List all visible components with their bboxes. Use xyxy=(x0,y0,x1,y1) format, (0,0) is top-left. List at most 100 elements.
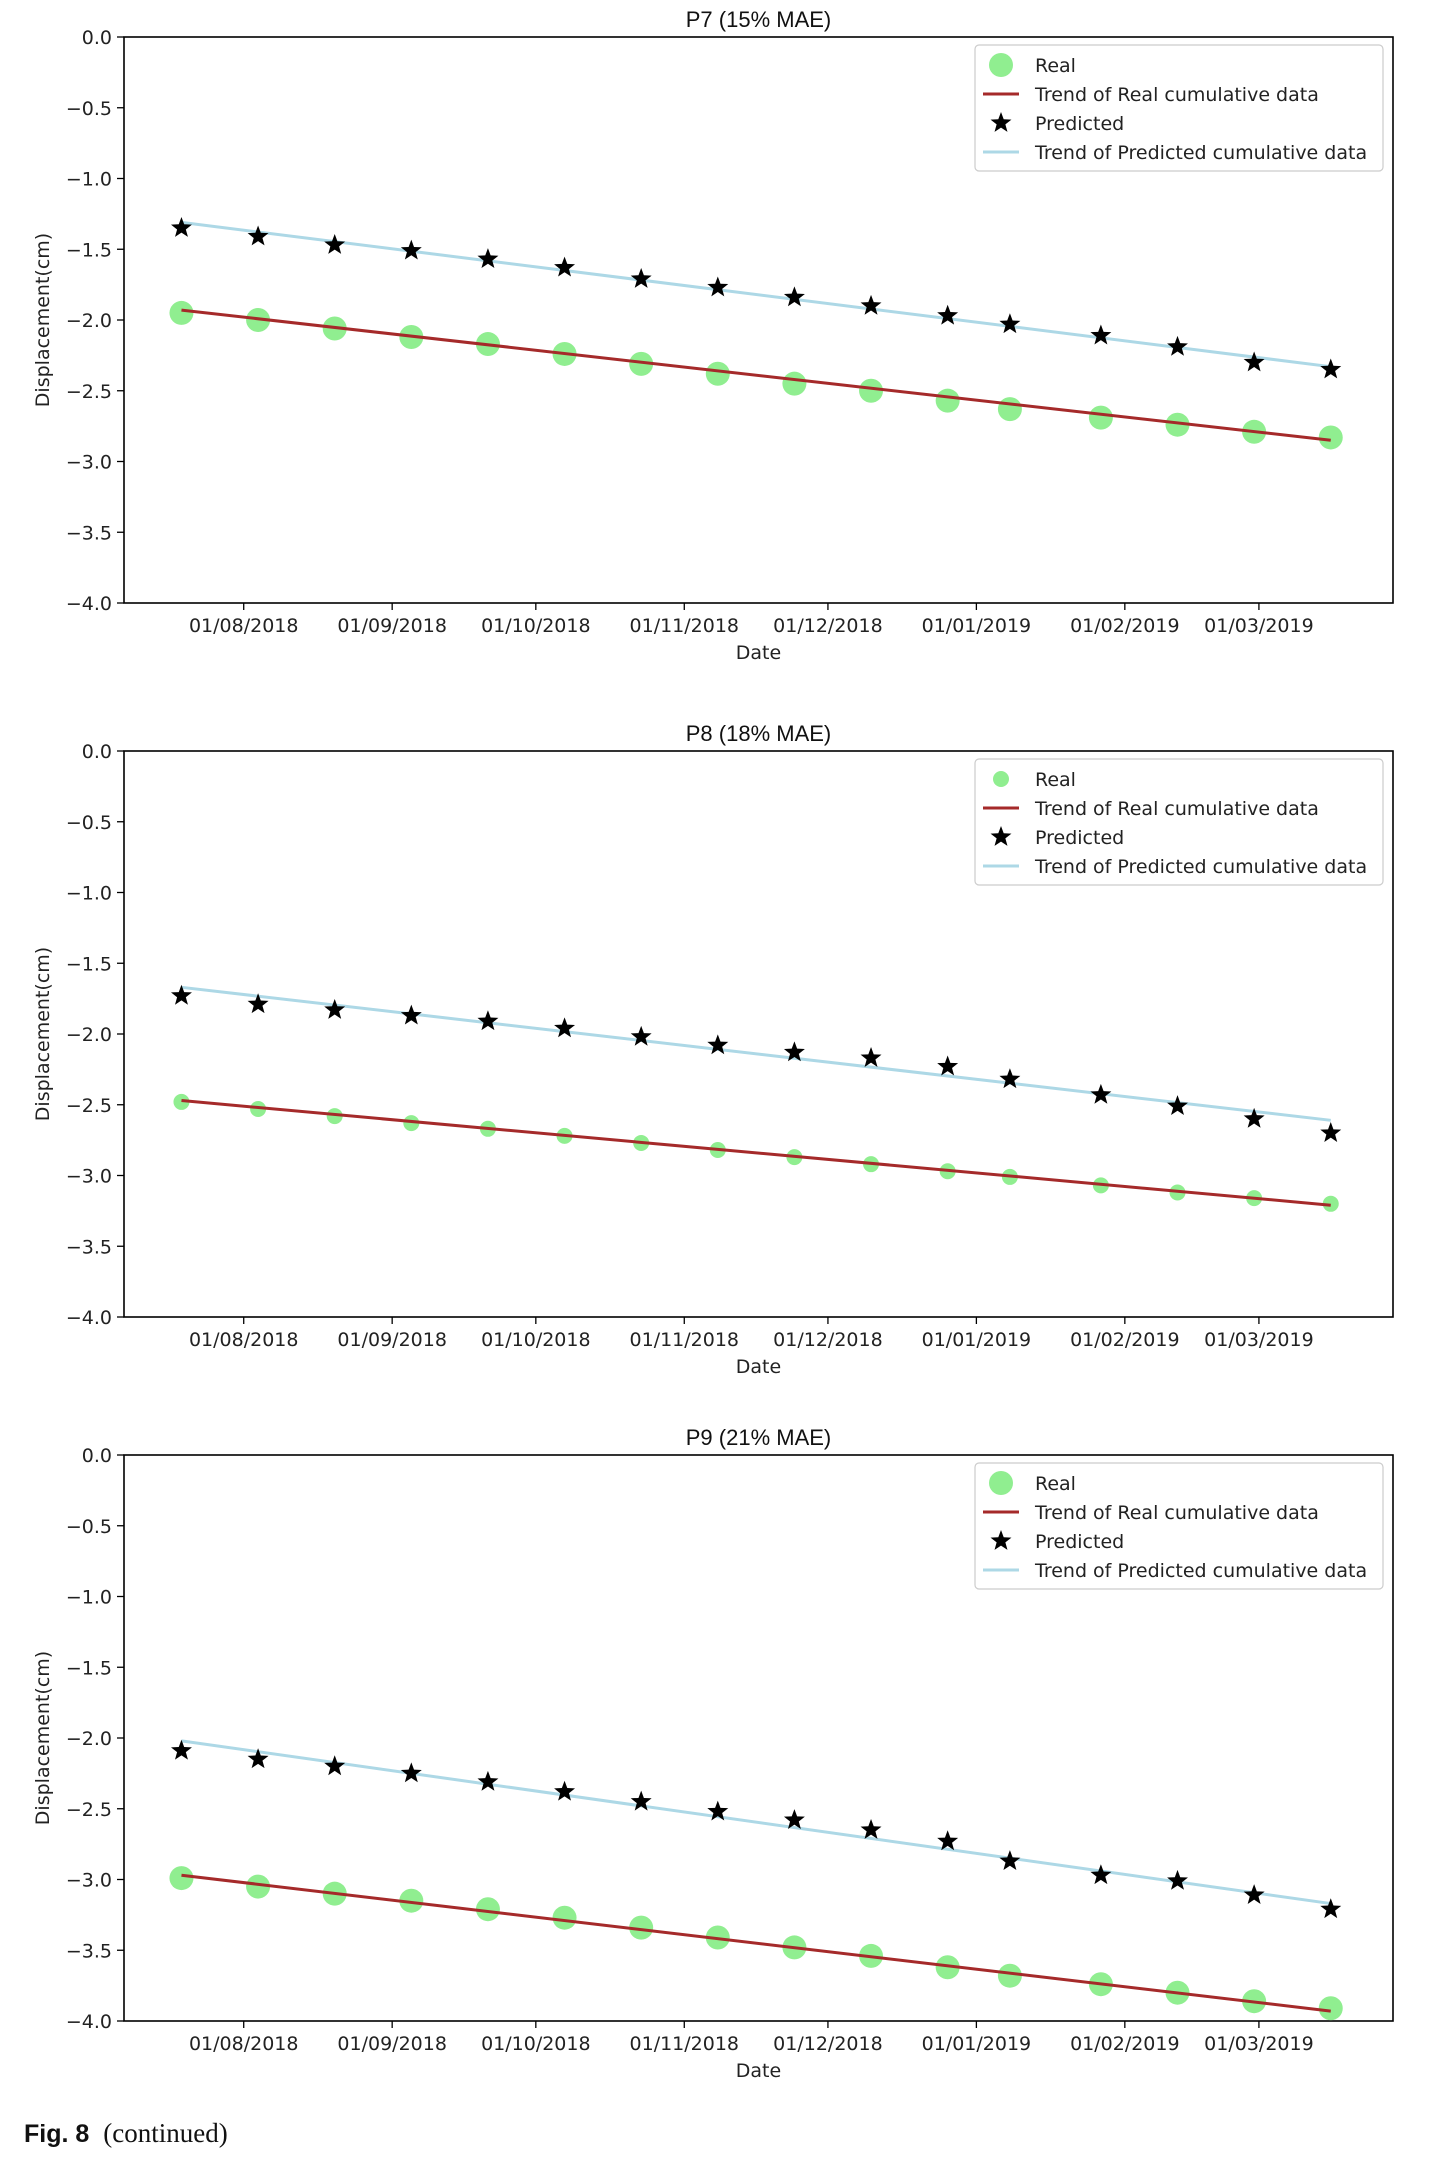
chart-title-id: P9 xyxy=(686,1425,719,1450)
x-tick-label: 01/10/2018 xyxy=(481,2033,591,2055)
legend: Real Trend of Real cumulative data Predict… xyxy=(974,758,1384,886)
y-tick-label: −2.0 xyxy=(66,1728,112,1750)
predicted-point xyxy=(1320,1122,1342,1142)
predicted-point xyxy=(477,1010,499,1031)
predicted-point xyxy=(860,1818,882,1839)
figure-label: Fig. 8 xyxy=(24,2120,90,2148)
real-point xyxy=(997,1963,1022,1988)
x-tick-label: 01/09/2018 xyxy=(337,615,447,637)
predicted-point xyxy=(1243,1107,1265,1128)
predicted-point xyxy=(171,217,192,237)
x-tick-label: 01/12/2018 xyxy=(773,1329,883,1351)
y-tick-label: −3.0 xyxy=(66,1870,112,1892)
predicted-point xyxy=(1243,351,1265,372)
real-point xyxy=(997,397,1022,422)
real-trend-line xyxy=(181,308,1331,442)
predicted-point xyxy=(630,1790,652,1811)
y-tick-label: −2.5 xyxy=(66,381,112,403)
x-tick-label: 01/02/2019 xyxy=(1070,615,1180,637)
x-tick-label: 01/08/2018 xyxy=(189,615,299,637)
y-tick-label: −2.5 xyxy=(66,1095,112,1117)
x-tick-label: 01/11/2018 xyxy=(630,1329,740,1351)
real-point xyxy=(1318,1996,1343,2021)
caption-text: (continued) xyxy=(103,2118,228,2148)
x-tick-label: 01/09/2018 xyxy=(337,2033,447,2055)
y-tick-label: −1.5 xyxy=(66,953,112,975)
x-tick-label: 01/11/2018 xyxy=(630,2033,740,2055)
predicted-point xyxy=(860,1047,882,1067)
y-tick-label: −2.5 xyxy=(66,1799,112,1821)
legend-real-marker xyxy=(993,771,1009,787)
chart-panel-p8: P8 (18% MAE) 0.0 −0.5 −1.0 −1.5 −2.0 −2.5 −3.0 −… xyxy=(32,721,1394,1378)
predicted-point xyxy=(860,294,882,315)
predicted-point xyxy=(247,225,269,246)
predicted-point xyxy=(324,1755,346,1776)
y-tick-label: −1.0 xyxy=(66,169,112,191)
predicted-point xyxy=(324,234,346,254)
real-point xyxy=(782,371,807,396)
predicted-point xyxy=(1167,1095,1188,1116)
chart-panel-p7: P7 (15% MAE) 0.0 −0.5 −1.0 −1.5 −2.0 −2.5 −3.0 −… xyxy=(32,7,1394,664)
legend-label: Real xyxy=(1035,1473,1076,1495)
predicted-point xyxy=(1090,324,1112,345)
legend-label: Trend of Real cumulative data xyxy=(1034,798,1319,820)
predicted-point xyxy=(630,267,652,288)
real-trend-line xyxy=(181,1099,1331,1207)
predicted-point xyxy=(630,1025,652,1046)
legend: Real Trend of Real cumulative data Predict… xyxy=(974,44,1384,172)
real-point xyxy=(326,1108,343,1125)
predicted-point xyxy=(400,1004,422,1025)
legend-label: Predicted xyxy=(1035,113,1124,135)
predicted-trend-line xyxy=(181,1739,1331,1906)
y-tick-label: −3.5 xyxy=(66,522,112,544)
chart-title: P8 (18% MAE) xyxy=(686,721,832,746)
legend-predicted-marker xyxy=(990,1530,1012,1550)
chart-title-mae: (15% MAE) xyxy=(719,7,831,32)
x-tick-label: 01/03/2019 xyxy=(1204,615,1314,637)
predicted-point xyxy=(1243,1884,1265,1904)
chart-title-mae: (18% MAE) xyxy=(719,721,831,746)
x-axis-label: Date xyxy=(736,1356,781,1378)
real-point xyxy=(403,1115,420,1132)
predicted-point xyxy=(707,276,729,297)
predicted-point xyxy=(707,1800,729,1821)
predicted-point xyxy=(937,1055,959,1076)
legend-label: Trend of Real cumulative data xyxy=(1034,84,1319,106)
x-tick-label: 01/01/2019 xyxy=(922,615,1032,637)
legend-frame xyxy=(974,758,1384,886)
figure-caption: Fig. 8 (continued) xyxy=(24,2118,228,2149)
x-tick-label: 01/01/2019 xyxy=(922,2033,1032,2055)
predicted-point xyxy=(999,1850,1021,1870)
y-tick-label: −3.0 xyxy=(66,1166,112,1188)
real-point xyxy=(1318,425,1343,450)
y-tick-label: −0.5 xyxy=(66,98,112,120)
predicted-point xyxy=(783,1041,805,1062)
y-tick-label: −1.0 xyxy=(66,1587,112,1609)
y-axis-label: Displacement(cm) xyxy=(32,947,54,1121)
legend-label: Trend of Predicted cumulative data xyxy=(1034,856,1367,878)
legend-label: Real xyxy=(1035,769,1076,791)
predicted-point xyxy=(783,286,805,307)
x-axis-label: Date xyxy=(736,2060,781,2082)
predicted-trend-line xyxy=(181,985,1331,1122)
predicted-point xyxy=(1167,335,1188,356)
predicted-point xyxy=(999,1068,1021,1089)
y-tick-label: −1.0 xyxy=(66,883,112,905)
predicted-point xyxy=(937,304,959,325)
y-tick-label: −3.5 xyxy=(66,1940,112,1962)
predicted-point xyxy=(477,1770,499,1791)
legend-label: Predicted xyxy=(1035,827,1124,849)
x-tick-label: 01/03/2019 xyxy=(1204,2033,1314,2055)
y-tick-label: −0.5 xyxy=(66,1516,112,1538)
y-axis-label: Displacement(cm) xyxy=(32,233,54,407)
predicted-point xyxy=(707,1034,729,1055)
predicted-point xyxy=(1320,1898,1342,1919)
predicted-point xyxy=(554,1780,576,1801)
real-point xyxy=(169,300,194,325)
predicted-point xyxy=(1320,358,1342,379)
chart-title: P7 (15% MAE) xyxy=(686,7,832,32)
x-axis-label: Date xyxy=(736,642,781,664)
y-tick-label: −4.0 xyxy=(66,593,112,615)
chart-title-id: P8 xyxy=(686,721,719,746)
